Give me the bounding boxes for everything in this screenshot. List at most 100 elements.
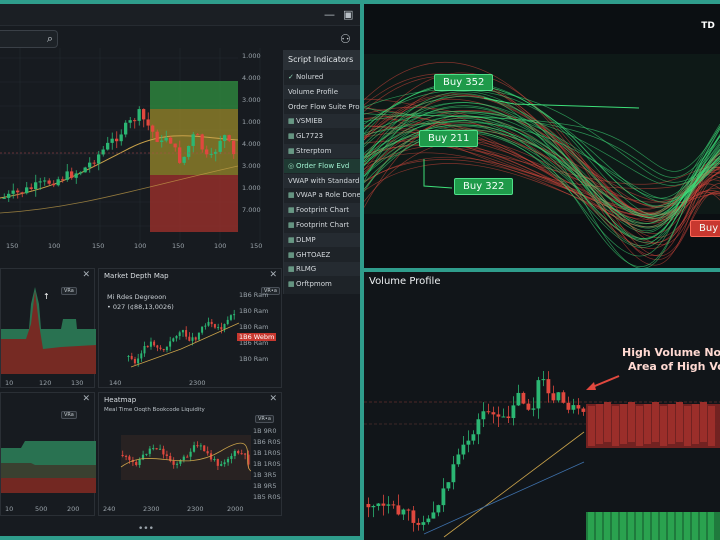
panel-tag[interactable]: VRa [61,411,77,419]
minimize-icon[interactable]: — [324,8,335,21]
heatmap-chart[interactable] [101,415,251,505]
candle-body [426,518,431,523]
candle-body [160,140,164,142]
candle-body [496,414,501,417]
price-tick-label: 1B5 R0S [253,493,281,501]
candle-body [43,180,47,182]
indicator-label: RLMG [296,265,317,274]
indicator-label: DLMP [296,235,316,244]
candle-body [61,179,65,181]
volume-bar [596,512,602,540]
search-input[interactable]: ⌕ [0,30,58,48]
indicator-item[interactable]: VWAP with Standard [284,173,360,188]
buy-signal-label[interactable]: Buy 352 [434,74,494,91]
callout-line2: Area of High Vo [628,360,720,373]
candle-body [391,504,396,506]
indicator-item[interactable]: ▦GL7723 [284,129,360,143]
depth-mini-chart: ↑ [1,287,96,374]
buy-signal-label[interactable]: Buy 211 [419,130,479,147]
candle-body [153,341,156,346]
candle-body [366,504,371,508]
close-icon[interactable]: ✕ [269,270,277,280]
indicator-item[interactable]: ▦DLMP [284,232,360,247]
candle-body [205,149,209,155]
volume-bar [692,512,698,540]
indicator-item[interactable]: ▦Footprint Chart [284,203,360,218]
price-tick-label: 3.000 [242,162,261,170]
time-tick-label: 150 [250,242,263,250]
main-time-axis: 150 100 150 100 150 100 150 [0,242,283,254]
candle-body [561,392,566,403]
indicator-label: GL7723 [296,132,324,141]
volume-bar [636,406,643,446]
indicator-item[interactable]: ▦GHTOAEZ [284,248,360,262]
indicator-label: Orftpmom [296,280,332,289]
indicator-item[interactable]: ▦VWAP a Role Done [284,188,360,202]
close-icon[interactable]: ✕ [82,394,90,404]
screenshot-icon[interactable]: ▣ [343,8,354,21]
candle-body [217,327,220,329]
loss-zone [150,175,238,232]
close-icon[interactable]: ✕ [82,270,90,280]
buy-flow-line [364,107,720,172]
buy-flow-line [364,84,720,207]
circle-icon: ◎ [288,161,295,170]
volume-bar [588,406,595,446]
connector-line [423,159,453,189]
heatmap-subtitle: Meal Time Ooqth Bookcode Liquidity [104,407,205,413]
volume-bar [604,512,610,540]
candle-body [146,345,149,347]
candle-body [124,455,128,457]
candle-body [16,190,20,193]
candle-body [119,134,123,142]
sell-signal-label[interactable]: Buy 5 [690,220,720,237]
buy-signal-label[interactable]: Buy 322 [454,178,514,195]
candle-body [130,355,133,359]
candle-body [106,142,110,150]
indicator-item[interactable]: ▦VSMIEB [284,114,360,129]
panel-tag[interactable]: VRa [61,287,77,295]
time-tick-label: 2300 [143,505,160,513]
candle-body [194,337,197,340]
more-dots[interactable]: ••• [138,524,154,534]
market-depth-time-axis: 140 2300 [99,379,239,389]
indicator-item[interactable]: Order Flow Suite Pro [284,100,360,114]
volume-bar [596,404,603,444]
close-icon[interactable]: ✕ [269,394,277,404]
indicator-label: Footprint Chart [296,221,349,229]
indicator-item[interactable]: ▦Orftpmom [284,277,360,291]
candle-body [471,434,476,441]
volume-bar [692,404,699,444]
market-depth-chart[interactable] [101,287,241,377]
candle-body [158,448,162,450]
liquidity-mini-time-axis: 10 500 200 [1,505,96,515]
user-icon[interactable]: ⚇ [340,32,351,46]
candle-body [531,408,536,410]
candle-body [110,138,114,143]
candle-body [501,416,506,418]
volume-bar [644,512,650,540]
volume-profile-chart[interactable] [364,272,720,540]
indicator-item[interactable]: ✓ Nolured [284,70,360,84]
main-price-chart[interactable] [0,48,283,258]
indicator-item[interactable]: ▦Strerptom [284,144,360,158]
indicator-item[interactable]: ▦RLMG [284,262,360,277]
cursor-icon: ↑ [43,292,50,301]
volume-bar [668,512,674,540]
indicator-label: GHTOAEZ [296,250,331,259]
volume-bar [588,512,594,540]
candle-body [101,149,105,155]
search-icon[interactable]: ⌕ [46,32,53,45]
panel-tag[interactable]: VR•a [261,287,280,295]
indicator-item[interactable]: ▦Footprint Chart [284,218,360,232]
candle-body [74,173,78,178]
candle-body [156,345,159,348]
grid-icon: ▦ [288,206,295,215]
market-depth-map-panel: Market Depth Map ✕ Mi Rdes Degreoon • 02… [98,268,282,388]
indicator-item[interactable]: ◎ Order Flow Evd [284,158,360,173]
candle-body [135,462,138,465]
panel-tag[interactable]: VR•a [255,415,274,423]
indicator-item[interactable]: Volume Profile [284,84,360,99]
time-tick-label: 500 [35,505,48,513]
candle-body [159,347,162,349]
